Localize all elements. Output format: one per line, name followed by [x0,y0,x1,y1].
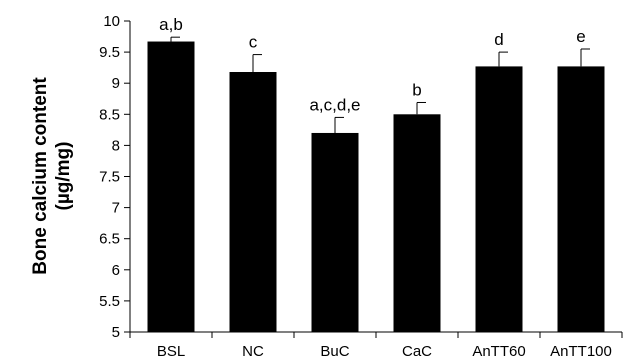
y-tick-label: 9 [112,75,120,92]
x-tick-label: CaC [402,343,432,360]
significance-label: e [576,27,585,46]
x-tick-label: BuC [320,343,349,360]
bar [229,72,277,332]
y-ticks: 5 5.5 6 6.5 7 7.5 8 8.5 9 9.5 10 [99,13,130,341]
error-bars [170,36,590,133]
significance-label: c [249,33,258,52]
y-tick-label: 7 [112,200,120,217]
y-tick-label: 6 [112,262,120,279]
y-tick-label: 5 [112,324,120,341]
bar [557,66,605,332]
significance-label: a,b [159,15,183,34]
x-tick-label: AnTT100 [550,343,612,360]
bar [475,66,523,332]
y-axis-title: Bone calcium content (µg/mg) [30,77,74,275]
y-tick-label: 10 [103,13,120,30]
bars [147,41,605,332]
y-tick-label: 8.5 [99,106,120,123]
y-axis-title-line2: (µg/mg) [53,142,74,211]
x-tick-label: NC [242,343,264,360]
y-tick-label: 7.5 [99,169,120,186]
x-tick-label: AnTT60 [472,343,525,360]
y-axis-title-line1: Bone calcium content [30,77,51,275]
axes [129,21,623,338]
y-tick-label: 9.5 [99,44,120,61]
bar [393,114,441,332]
bar [311,132,359,332]
significance-labels: a,b c a,c,d,e b d e [159,15,586,114]
y-tick-label: 5.5 [99,293,120,310]
significance-label: d [494,30,503,49]
x-tick-labels: BSL NC BuC CaC AnTT60 AnTT100 [157,343,612,360]
bar [147,41,195,332]
significance-label: a,c,d,e [309,95,360,114]
y-tick-label: 8 [112,137,120,154]
y-tick-label: 6.5 [99,231,120,248]
x-tick-label: BSL [157,343,185,360]
significance-label: b [412,80,421,99]
